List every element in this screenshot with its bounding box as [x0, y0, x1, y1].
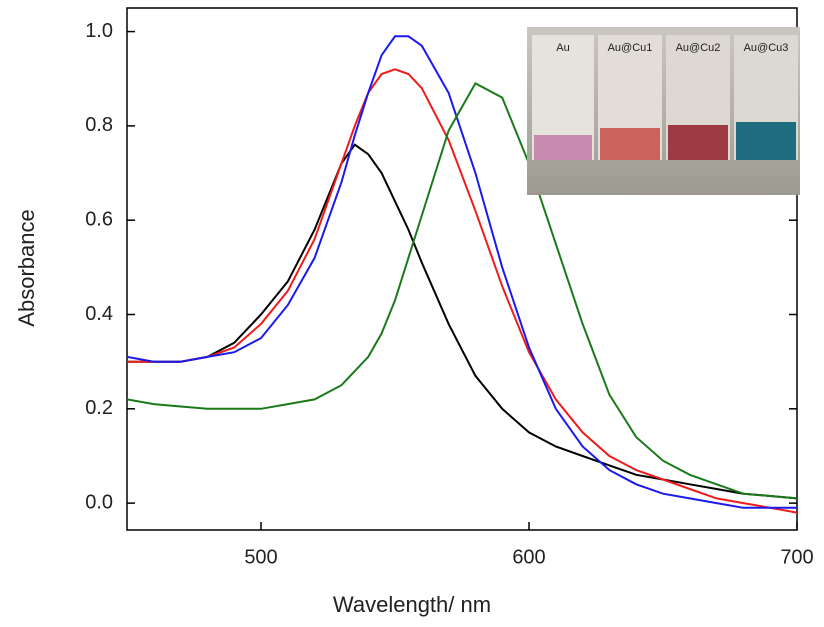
- data-line: [126, 82, 798, 500]
- y-tick-label: 0.0: [85, 491, 113, 513]
- y-tick-label: 0.4: [85, 303, 113, 325]
- x-tick-label: 700: [780, 546, 813, 568]
- inset-label: Au: [556, 42, 569, 54]
- inset-label: Au@Cu3: [744, 42, 789, 54]
- solution: [600, 128, 660, 160]
- solution: [534, 135, 592, 160]
- data-line: [127, 68, 798, 514]
- x-tick-label: 500: [244, 546, 277, 568]
- data-line: [127, 143, 798, 500]
- plot-frame: [126, 7, 798, 531]
- inset-label: Au@Cu2: [676, 42, 721, 54]
- y-tick-label: 0.6: [85, 208, 113, 230]
- solution: [668, 125, 728, 160]
- y-tick-label: 0.8: [85, 114, 113, 136]
- x-axis-label: Wavelength/ nm: [333, 592, 491, 617]
- inset-label: Au@Cu1: [608, 42, 653, 54]
- x-tick-label: 600: [512, 546, 545, 568]
- data-line: [126, 35, 797, 509]
- y-tick-label: 0.2: [85, 397, 113, 419]
- inset-photo: Au Au@Cu1 Au@Cu2 Au@Cu3: [527, 27, 800, 195]
- y-axis-label: Absorbance: [14, 209, 39, 326]
- y-tick-label: 1.0: [85, 20, 113, 42]
- solution: [736, 122, 796, 160]
